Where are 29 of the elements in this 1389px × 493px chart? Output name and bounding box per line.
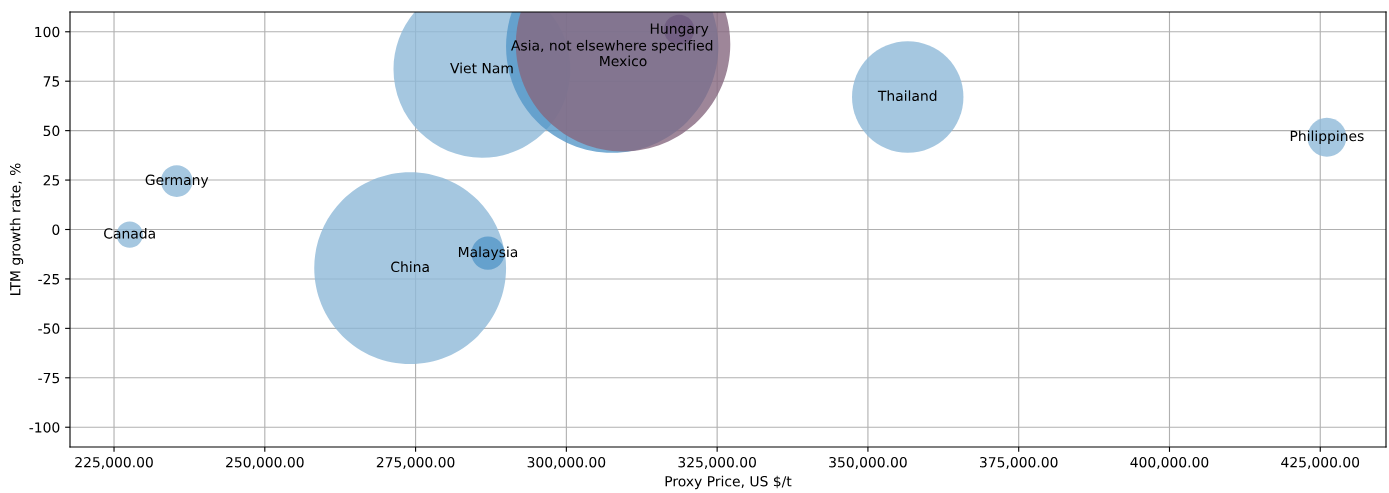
x-tick-label: 250,000.00 <box>226 456 304 469</box>
y-tick-label: -100 <box>29 422 60 433</box>
y-axis-title: LTM growth rate, % <box>9 163 24 295</box>
x-tick-label: 350,000.00 <box>829 456 907 469</box>
x-tick-label: 275,000.00 <box>376 456 455 469</box>
y-tick-label: 25 <box>43 175 60 186</box>
annotation: China <box>391 261 429 273</box>
annotation: Mexico <box>600 55 647 67</box>
annotation: Thailand <box>877 90 937 102</box>
x-tick-label: 325,000.00 <box>678 456 756 469</box>
annotation: Canada <box>104 227 155 239</box>
x-tick-label: 225,000.00 <box>75 456 153 469</box>
y-tick-label: -50 <box>38 323 60 334</box>
x-tick-label: 425,000.00 <box>1281 456 1360 469</box>
y-tick-label: 50 <box>43 125 60 137</box>
x-tick-label: 400,000.00 <box>1130 456 1209 469</box>
annotation: Viet Nam <box>450 62 513 74</box>
annotation: Hungary <box>650 23 709 37</box>
y-tick-label: -25 <box>38 273 60 285</box>
annotation: Philippines <box>1290 130 1364 144</box>
y-tick-label: 0 <box>52 224 60 235</box>
annotation: Germany <box>145 174 209 188</box>
annotation: Asia, not elsewhere specified <box>511 39 713 54</box>
y-tick-label: -75 <box>38 372 60 384</box>
y-tick-label: 75 <box>43 76 60 87</box>
x-tick-label: 375,000.00 <box>980 456 1058 469</box>
x-tick-label: 300,000.00 <box>527 456 606 469</box>
x-axis-title: Proxy Price, US $/t <box>665 475 792 490</box>
y-tick-label: 100 <box>35 26 60 38</box>
